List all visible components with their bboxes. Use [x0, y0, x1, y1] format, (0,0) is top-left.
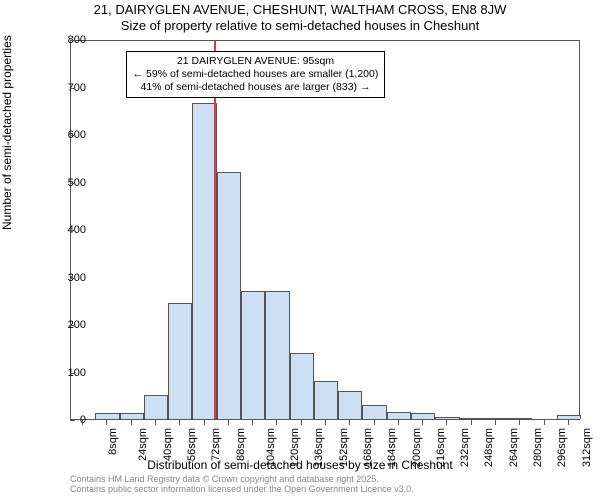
annotation-line3: 41% of semi-detached houses are larger (…: [133, 81, 379, 94]
histogram-bar: [387, 412, 411, 419]
histogram-bar: [265, 291, 289, 419]
x-tick-mark: [349, 420, 350, 425]
x-tick-mark: [519, 420, 520, 425]
histogram-bar: [241, 291, 265, 419]
histogram-bar: [508, 418, 532, 419]
annotation-line1: 21 DAIRYGLEN AVENUE: 95sqm: [133, 55, 379, 68]
y-tick-label: 800: [36, 34, 86, 46]
annotation-line2: ← 59% of semi-detached houses are smalle…: [133, 68, 379, 81]
y-tick-mark: [70, 373, 75, 374]
x-tick-mark: [228, 420, 229, 425]
x-tick-label: 24sqm: [137, 428, 149, 461]
x-tick-mark: [106, 420, 107, 425]
x-tick-mark: [82, 420, 83, 425]
histogram-bar: [314, 381, 338, 419]
histogram-bar: [192, 103, 216, 419]
histogram-bar: [484, 418, 508, 419]
x-tick-mark: [471, 420, 472, 425]
x-tick-mark: [252, 420, 253, 425]
y-tick-label: 0: [36, 414, 86, 426]
histogram-bar: [460, 418, 484, 419]
title-address: 21, DAIRYGLEN AVENUE, CHESHUNT, WALTHAM …: [0, 2, 600, 18]
y-tick-label: 500: [36, 177, 86, 189]
annotation-box: 21 DAIRYGLEN AVENUE: 95sqm← 59% of semi-…: [126, 51, 386, 98]
x-tick-mark: [398, 420, 399, 425]
x-tick-mark: [495, 420, 496, 425]
x-tick-mark: [301, 420, 302, 425]
y-tick-mark: [70, 135, 75, 136]
y-tick-mark: [70, 40, 75, 41]
histogram-bar: [411, 413, 435, 419]
y-axis-label: Number of semi-detached properties: [0, 35, 14, 230]
y-tick-mark: [70, 230, 75, 231]
x-tick-mark: [204, 420, 205, 425]
histogram-bar: [338, 391, 362, 420]
title-subtitle: Size of property relative to semi-detach…: [0, 18, 600, 34]
x-tick-mark: [446, 420, 447, 425]
x-tick-mark: [179, 420, 180, 425]
x-tick-mark: [131, 420, 132, 425]
x-axis-label: Distribution of semi-detached houses by …: [0, 458, 600, 472]
x-tick-label: 8sqm: [107, 428, 119, 455]
x-tick-mark: [374, 420, 375, 425]
y-tick-label: 700: [36, 82, 86, 94]
y-tick-mark: [70, 183, 75, 184]
footnote-line2: Contains public sector information licen…: [70, 484, 414, 494]
x-tick-mark: [325, 420, 326, 425]
y-tick-label: 600: [36, 129, 86, 141]
chart-title: 21, DAIRYGLEN AVENUE, CHESHUNT, WALTHAM …: [0, 0, 600, 35]
histogram-bar: [290, 353, 314, 420]
histogram-bar: [362, 405, 386, 419]
histogram-bar: [120, 413, 144, 419]
histogram-bar: [144, 395, 168, 419]
histogram-bar: [557, 415, 581, 419]
x-tick-label: 56sqm: [186, 428, 198, 461]
histogram-bar: [217, 172, 241, 419]
y-tick-label: 300: [36, 272, 86, 284]
y-tick-label: 400: [36, 224, 86, 236]
y-tick-mark: [70, 278, 75, 279]
y-tick-mark: [70, 420, 75, 421]
x-tick-mark: [155, 420, 156, 425]
y-tick-label: 100: [36, 367, 86, 379]
histogram-bar: [168, 303, 192, 419]
y-tick-mark: [70, 325, 75, 326]
histogram-bar: [435, 417, 459, 419]
x-tick-mark: [544, 420, 545, 425]
x-tick-label: 40sqm: [162, 428, 174, 461]
x-tick-label: 88sqm: [235, 428, 247, 461]
x-tick-mark: [568, 420, 569, 425]
plot-area: 21 DAIRYGLEN AVENUE: 95sqm← 59% of semi-…: [70, 40, 580, 420]
x-tick-mark: [422, 420, 423, 425]
y-tick-mark: [70, 88, 75, 89]
histogram-chart: 21, DAIRYGLEN AVENUE, CHESHUNT, WALTHAM …: [0, 0, 600, 500]
histogram-bar: [95, 413, 119, 419]
footnote-line1: Contains HM Land Registry data © Crown c…: [70, 474, 414, 484]
x-tick-mark: [276, 420, 277, 425]
footnote: Contains HM Land Registry data © Crown c…: [70, 474, 414, 495]
x-tick-label: 72sqm: [210, 428, 222, 461]
y-tick-label: 200: [36, 319, 86, 331]
